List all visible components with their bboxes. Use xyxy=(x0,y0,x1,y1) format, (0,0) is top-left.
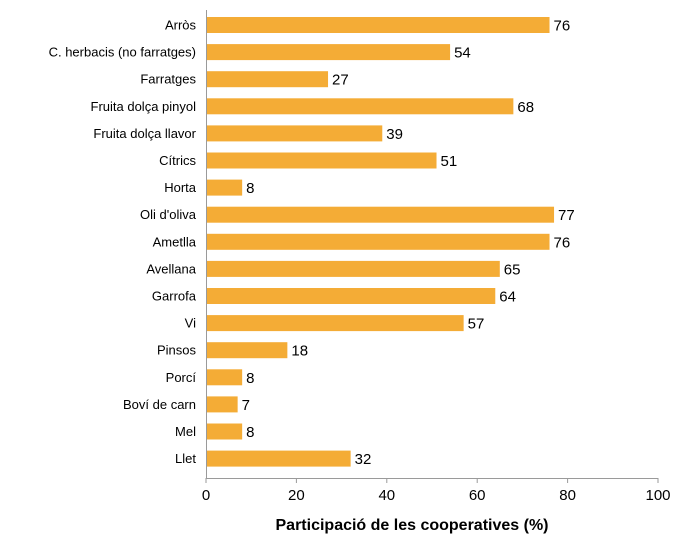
data-label: 27 xyxy=(332,72,349,89)
x-axis-ticks: 0 20 40 60 80 100 xyxy=(202,478,671,504)
data-label: 18 xyxy=(291,343,308,360)
category-label: Oli d'oliva xyxy=(140,207,197,222)
bar xyxy=(206,179,243,196)
bar xyxy=(206,233,550,250)
bar xyxy=(206,342,288,359)
x-tick-label: 100 xyxy=(645,487,670,504)
category-label: Fruita dolça llavor xyxy=(93,126,196,141)
category-label: Fruita dolça pinyol xyxy=(91,99,197,114)
x-tick-label: 60 xyxy=(469,487,486,504)
data-label: 54 xyxy=(454,45,471,62)
x-axis-title: Participació de les cooperatives (%) xyxy=(276,517,549,534)
data-label: 77 xyxy=(558,207,575,224)
category-label: Vi xyxy=(185,316,196,331)
data-label: 8 xyxy=(246,424,254,441)
data-label: 76 xyxy=(554,18,571,35)
category-label: C. herbacis (no farratges) xyxy=(49,45,196,60)
data-label: 8 xyxy=(246,180,254,197)
bar xyxy=(206,396,238,413)
category-label: Llet xyxy=(175,451,196,466)
data-label: 68 xyxy=(517,99,534,116)
category-label: Boví de carn xyxy=(123,397,196,412)
category-label: Porcí xyxy=(166,370,197,385)
data-label: 39 xyxy=(386,126,403,143)
bar xyxy=(206,260,500,277)
category-label: Ametlla xyxy=(153,234,197,249)
data-label: 8 xyxy=(246,370,254,387)
bar xyxy=(206,423,243,440)
data-label: 32 xyxy=(355,451,372,468)
bar xyxy=(206,125,383,142)
data-label: 65 xyxy=(504,261,521,278)
bar xyxy=(206,17,550,33)
data-label: 76 xyxy=(554,234,571,251)
bar xyxy=(206,71,329,88)
bar xyxy=(206,44,451,61)
bar xyxy=(206,315,464,332)
data-label: 51 xyxy=(441,153,458,170)
bar xyxy=(206,369,243,386)
data-label: 57 xyxy=(468,316,485,333)
x-tick-label: 0 xyxy=(202,487,210,504)
category-label: Pinsos xyxy=(157,343,197,358)
category-label: Farratges xyxy=(140,72,196,87)
category-label: Avellana xyxy=(146,261,196,276)
bars-group: Arròs 76 C. herbacis (no farratges) 54 Farra… xyxy=(49,17,575,468)
category-label: Mel xyxy=(175,424,196,439)
bar xyxy=(206,288,496,304)
x-tick-label: 40 xyxy=(378,487,395,504)
category-label: Cítrics xyxy=(159,153,196,168)
category-label: Garrofa xyxy=(152,289,197,304)
bar xyxy=(206,450,351,467)
category-label: Arròs xyxy=(165,18,197,33)
category-label: Horta xyxy=(164,180,197,195)
data-label: 7 xyxy=(242,397,250,414)
bar xyxy=(206,152,437,169)
bar xyxy=(206,98,514,115)
data-label: 64 xyxy=(499,289,516,306)
x-tick-label: 20 xyxy=(288,487,305,504)
x-tick-label: 80 xyxy=(559,487,576,504)
bar xyxy=(206,206,555,223)
